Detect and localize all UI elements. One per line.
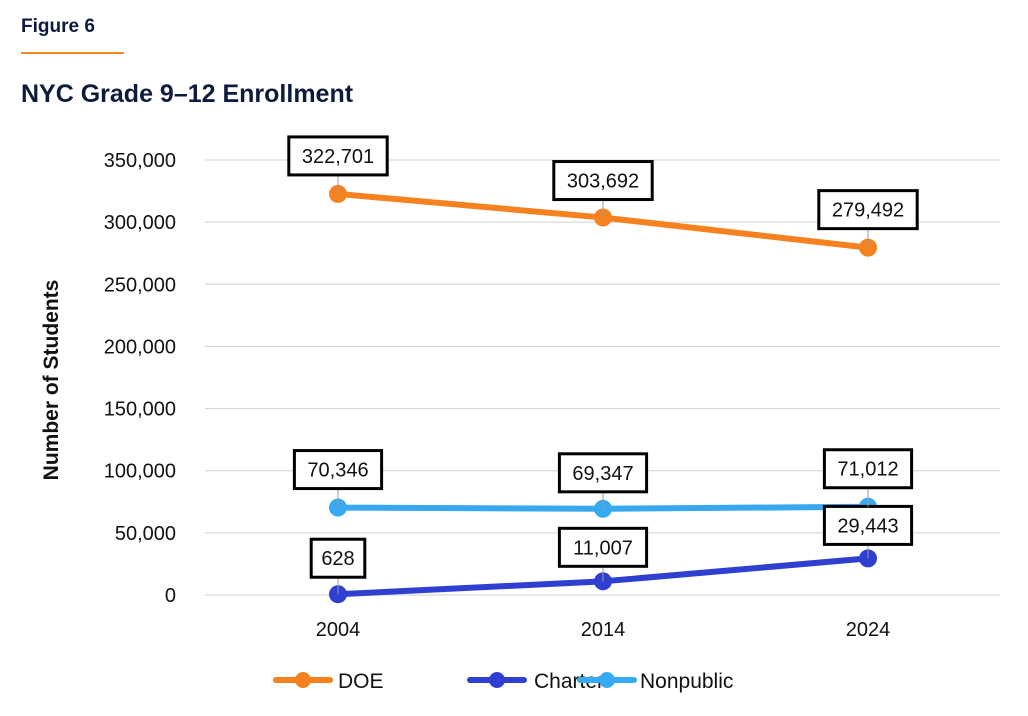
nonpublic-data-label-box: [557, 452, 649, 494]
nonpublic-data-label-box: [292, 449, 384, 491]
doe-data-label-box: [817, 189, 919, 231]
y-tick-label: 100,000: [104, 461, 176, 483]
y-tick-label: 350,000: [104, 150, 176, 172]
doe-legend-label: DOE: [338, 670, 384, 693]
charter-data-label-box: [822, 504, 914, 546]
nonpublic-legend-marker: [599, 672, 615, 688]
nonpublic-data-label-box: [822, 448, 914, 490]
doe-data-label-box: [552, 160, 654, 202]
charter-data-label-box: [309, 537, 367, 579]
charter-data-label: 628: [321, 548, 354, 570]
charter-legend-marker: [489, 672, 505, 688]
y-tick-label: 200,000: [104, 336, 176, 358]
charter-data-label-box: [557, 526, 649, 568]
doe-data-label: 279,492: [832, 200, 904, 222]
y-tick-label: 0: [165, 585, 176, 607]
x-tick-label: 2024: [846, 619, 891, 641]
y-tick-label: 150,000: [104, 399, 176, 421]
nonpublic-data-label: 70,346: [307, 460, 368, 482]
charter-legend-label: Charter: [534, 670, 604, 693]
chart-title: NYC Grade 9–12 Enrollment: [21, 80, 354, 108]
x-axis-ticks: 2004 2014 2024: [316, 619, 891, 641]
figure-label: Figure 6: [21, 16, 95, 37]
nonpublic-legend-label: Nonpublic: [640, 670, 733, 693]
charter-data-label: 11,007: [573, 537, 633, 559]
doe-data-label-box: [287, 135, 389, 177]
doe-data-label: 322,701: [302, 146, 374, 168]
y-tick-label: 300,000: [104, 212, 176, 234]
x-tick-label: 2004: [316, 619, 361, 641]
y-tick-label: 50,000: [115, 523, 176, 545]
y-tick-label: 250,000: [104, 274, 176, 296]
charter-data-label: 29,443: [837, 515, 898, 537]
nonpublic-data-label: 71,012: [837, 459, 898, 481]
figure-label-underline: [21, 52, 124, 54]
doe-data-label: 303,692: [567, 171, 639, 193]
legend: DOE Charter Nonpublic: [273, 670, 733, 693]
y-axis-label: Number of Students: [40, 280, 63, 481]
nonpublic-data-label: 69,347: [572, 463, 633, 485]
data-labels: 322,701 303,692 279,492 628 11,007 29,443 70,3…: [287, 135, 919, 595]
x-tick-label: 2014: [581, 619, 626, 641]
doe-legend-marker: [295, 672, 311, 688]
y-axis-ticks: 0 50,000 100,000 150,000 200,000 250,000 300,0…: [104, 150, 176, 607]
